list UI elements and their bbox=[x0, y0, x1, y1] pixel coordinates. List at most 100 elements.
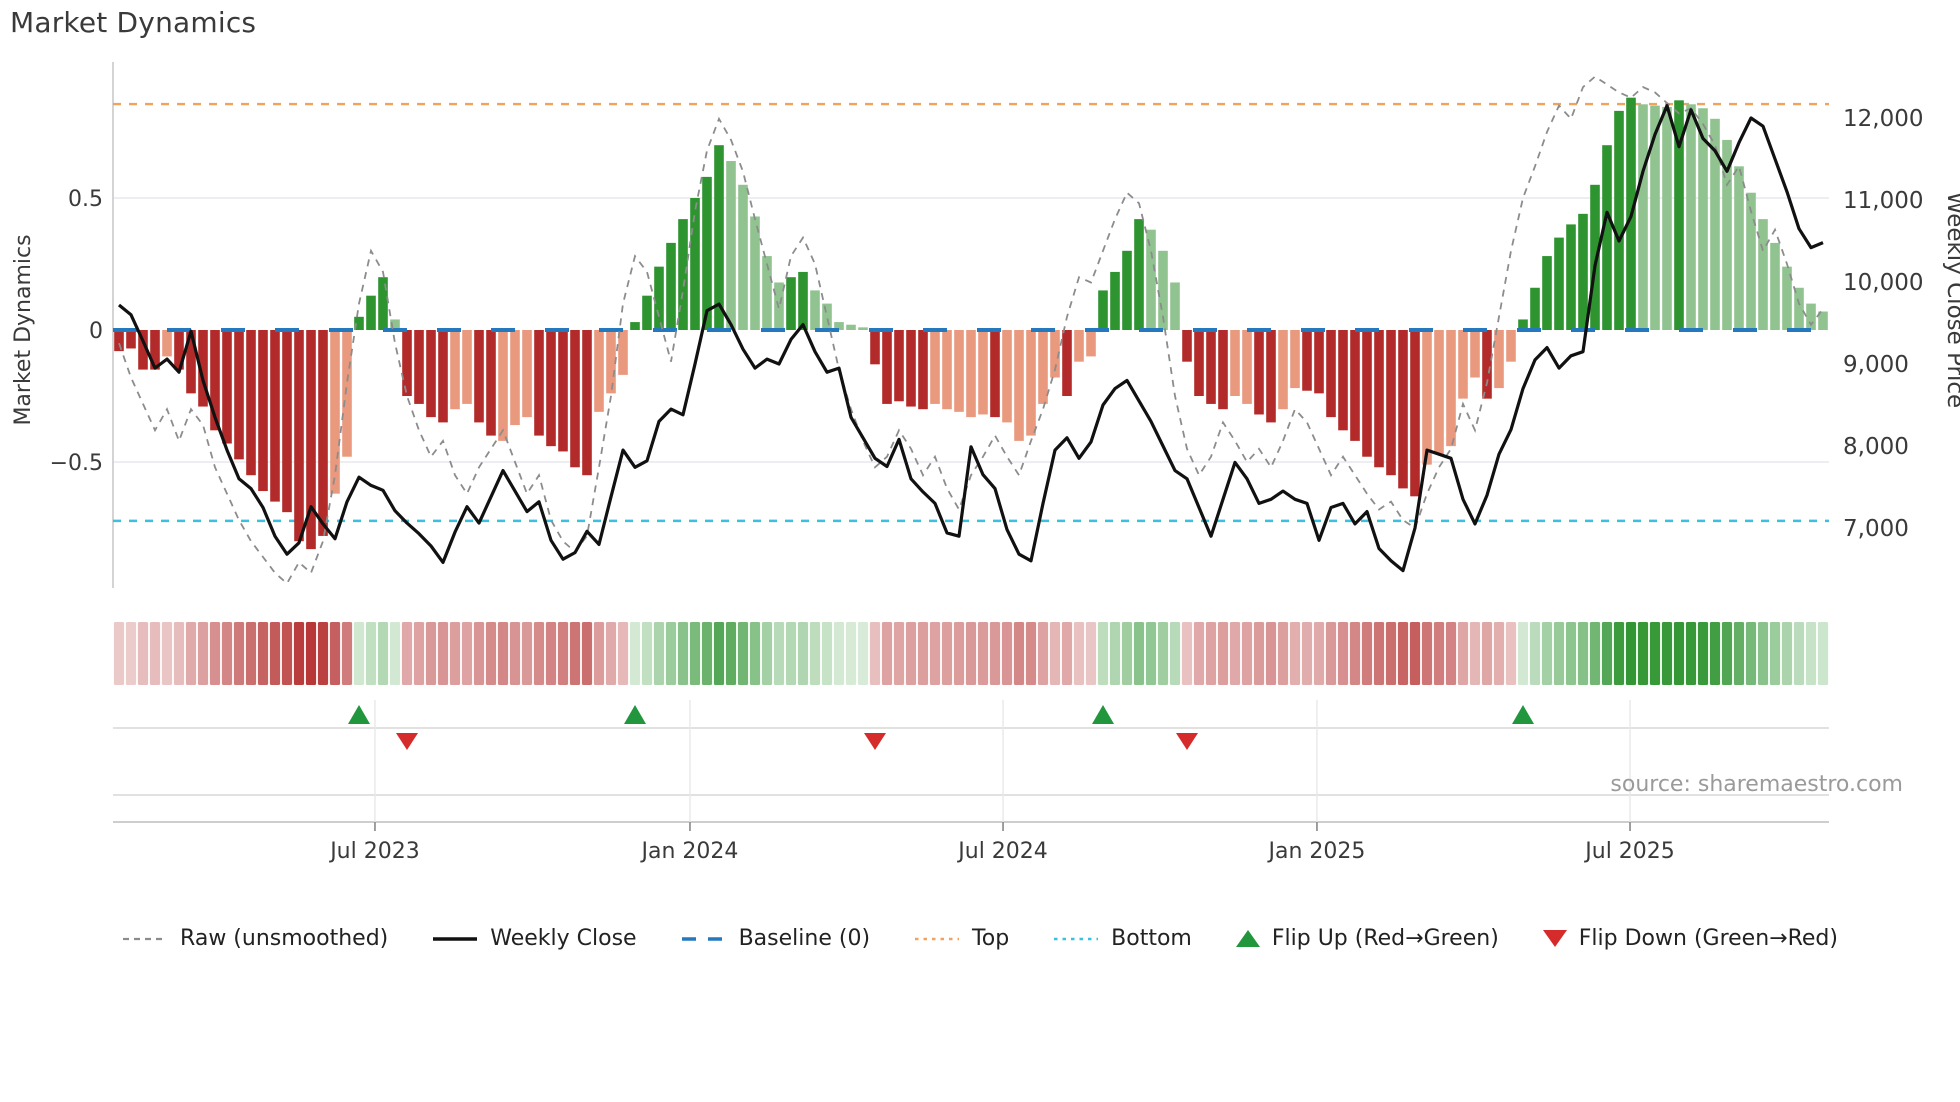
legend-label: Flip Down (Green→Red) bbox=[1578, 926, 1838, 951]
heatmap-cell bbox=[449, 622, 461, 685]
momentum-bar bbox=[1218, 330, 1228, 410]
heatmap-cell bbox=[1313, 622, 1325, 685]
flip-up-legend-icon bbox=[1235, 930, 1260, 947]
momentum-bar bbox=[1458, 330, 1468, 399]
momentum-bar bbox=[1542, 256, 1552, 330]
momentum-bar bbox=[1074, 330, 1084, 362]
momentum-bar bbox=[558, 330, 568, 452]
legend-label: Baseline (0) bbox=[738, 926, 871, 951]
heatmap-cell bbox=[665, 622, 677, 685]
heatmap-cell bbox=[749, 622, 761, 685]
momentum-bar bbox=[282, 330, 292, 513]
heatmap-cell bbox=[353, 622, 365, 685]
momentum-bar bbox=[1170, 282, 1180, 330]
heatmap-cell bbox=[1265, 622, 1277, 685]
heatmap-cell bbox=[1385, 622, 1397, 685]
momentum-bar bbox=[1230, 330, 1240, 396]
heatmap-cell bbox=[341, 622, 353, 685]
momentum-bar bbox=[1182, 330, 1192, 362]
source-attribution: source: sharemaestro.com bbox=[1610, 772, 1903, 797]
heatmap-cell bbox=[1721, 622, 1733, 685]
heatmap-cell bbox=[1625, 622, 1637, 685]
heatmap-cell bbox=[245, 622, 257, 685]
heatmap-cell bbox=[1421, 622, 1433, 685]
momentum-bar bbox=[1002, 330, 1012, 423]
right-axis-tick-label: 8,000 bbox=[1843, 434, 1909, 460]
heatmap-cell bbox=[977, 622, 989, 685]
heatmap-cell bbox=[389, 622, 401, 685]
heatmap-cell bbox=[1013, 622, 1025, 685]
legend-label: Top bbox=[972, 926, 1010, 951]
heatmap-cell bbox=[1241, 622, 1253, 685]
heatmap-cell bbox=[1097, 622, 1109, 685]
momentum-bar bbox=[678, 219, 688, 330]
momentum-bar bbox=[702, 176, 712, 330]
heatmap-cell bbox=[233, 622, 245, 685]
momentum-bar bbox=[294, 330, 304, 542]
heatmap-cell bbox=[1277, 622, 1289, 685]
heatmap-cell bbox=[1373, 622, 1385, 685]
heatmap-cell bbox=[1757, 622, 1769, 685]
momentum-bar bbox=[342, 330, 352, 457]
momentum-bar bbox=[1086, 330, 1096, 357]
heatmap-cell bbox=[761, 622, 773, 685]
heatmap-cell bbox=[605, 622, 617, 685]
momentum-bar bbox=[630, 322, 640, 330]
heatmap-cell bbox=[1541, 622, 1553, 685]
momentum-bar bbox=[1026, 330, 1036, 436]
momentum-bar bbox=[1686, 104, 1696, 330]
momentum-bar bbox=[354, 316, 364, 330]
heatmap-cell bbox=[941, 622, 953, 685]
heatmap-cell bbox=[569, 622, 581, 685]
momentum-bar bbox=[222, 330, 232, 444]
momentum-bar bbox=[834, 322, 844, 330]
heatmap-cell bbox=[653, 622, 665, 685]
heatmap-cell bbox=[677, 622, 689, 685]
flip-down-legend-icon bbox=[1542, 930, 1567, 947]
heatmap-cell bbox=[593, 622, 605, 685]
heatmap-cell bbox=[329, 622, 341, 685]
momentum-bar bbox=[594, 330, 604, 412]
heatmap-cell bbox=[1361, 622, 1373, 685]
momentum-bar bbox=[1206, 330, 1216, 404]
momentum-bar bbox=[1662, 106, 1672, 330]
heatmap-cell bbox=[857, 622, 869, 685]
momentum-bar bbox=[618, 330, 628, 375]
momentum-bar bbox=[210, 330, 220, 431]
momentum-bar bbox=[270, 330, 280, 502]
heatmap-cell bbox=[413, 622, 425, 685]
momentum-bar bbox=[726, 161, 736, 330]
momentum-bar bbox=[330, 330, 340, 494]
heatmap-cell bbox=[1409, 622, 1421, 685]
momentum-bar bbox=[126, 330, 136, 349]
momentum-bar bbox=[1038, 330, 1048, 404]
legend-label: Weekly Close bbox=[490, 926, 637, 951]
momentum-bar bbox=[402, 330, 412, 396]
momentum-bar bbox=[1506, 330, 1516, 362]
heatmap-cell bbox=[1649, 622, 1661, 685]
heatmap-cell bbox=[1181, 622, 1193, 685]
momentum-bar bbox=[1674, 100, 1684, 330]
momentum-bar bbox=[1014, 330, 1024, 441]
heatmap-cell bbox=[281, 622, 293, 685]
heatmap-cell bbox=[989, 622, 1001, 685]
heatmap-cell bbox=[425, 622, 437, 685]
momentum-bar bbox=[438, 330, 448, 423]
heatmap-cell bbox=[1805, 622, 1817, 685]
heatmap-cell bbox=[1577, 622, 1589, 685]
heatmap-cell bbox=[1121, 622, 1133, 685]
momentum-bar bbox=[390, 319, 400, 330]
momentum-bar bbox=[714, 145, 724, 330]
heatmap-cell bbox=[137, 622, 149, 685]
momentum-bar bbox=[1530, 287, 1540, 330]
momentum-bar bbox=[522, 330, 532, 418]
x-axis-tick-label: Jul 2024 bbox=[956, 839, 1048, 864]
momentum-bar bbox=[306, 330, 316, 550]
heatmap-cell bbox=[1481, 622, 1493, 685]
heatmap-cell bbox=[161, 622, 173, 685]
heatmap-cell bbox=[1673, 622, 1685, 685]
heatmap-cell bbox=[1193, 622, 1205, 685]
momentum-bar bbox=[534, 330, 544, 436]
momentum-bar bbox=[1266, 330, 1276, 423]
momentum-bar bbox=[1758, 219, 1768, 330]
